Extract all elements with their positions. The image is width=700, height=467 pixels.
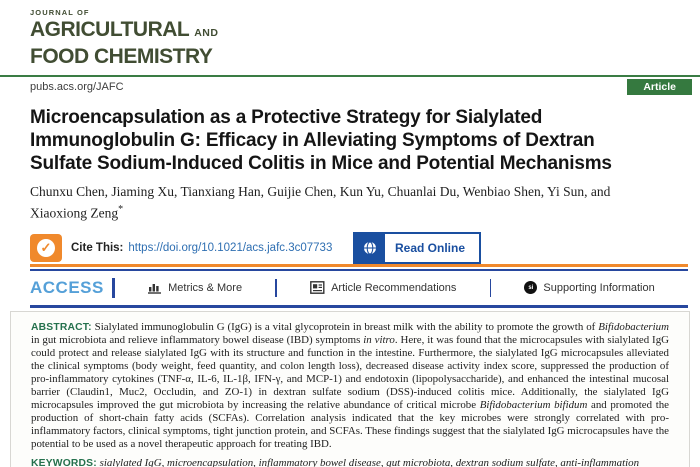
read-online-button[interactable]: Read Online <box>353 231 482 264</box>
access-top-rule <box>30 268 688 271</box>
abstract-paragraph: ABSTRACT: Sialylated immunoglobulin G (I… <box>31 321 669 451</box>
access-items: Metrics & More Article Recommendations s… <box>115 278 688 297</box>
url-row: pubs.acs.org/JAFC Article <box>0 77 700 97</box>
recommendations-label: Article Recommendations <box>331 281 457 294</box>
access-bottom-rule <box>30 304 688 308</box>
journal-name-line1: AGRICULTURAL AND <box>30 18 219 41</box>
access-bar: ACCESS Metrics & More <box>30 271 688 305</box>
supporting-information-icon: si <box>524 281 538 294</box>
corresponding-author-mark: * <box>118 204 124 215</box>
metrics-label: Metrics & More <box>168 281 243 294</box>
item-separator <box>489 278 492 297</box>
cite-bar: ✓ Cite This: https://doi.org/10.1021/acs… <box>30 231 688 264</box>
keywords-text: sialylated IgG, microencapsulation, infl… <box>99 456 640 467</box>
globe-icon <box>355 233 385 262</box>
article-type-badge: Article <box>627 79 692 95</box>
cite-underline <box>30 263 688 267</box>
article-recommendations-link[interactable]: Article Recommendations <box>310 281 456 294</box>
keywords-paragraph: KEYWORDS: sialylated IgG, microencapsula… <box>31 457 669 467</box>
cite-this-group: ✓ Cite This: https://doi.org/10.1021/acs… <box>30 232 353 264</box>
metrics-chart-icon <box>148 284 162 294</box>
cite-this-label: Cite This: <box>71 241 124 254</box>
metrics-and-more-link[interactable]: Metrics & More <box>148 281 242 294</box>
journal-url-link[interactable]: pubs.acs.org/JAFC <box>30 81 124 93</box>
journal-masthead: JOURNAL OF AGRICULTURAL AND FOOD CHEMIST… <box>0 0 700 69</box>
access-separator <box>111 277 115 298</box>
supporting-information-label: Supporting Information <box>543 281 655 294</box>
access-link[interactable]: ACCESS <box>30 277 104 297</box>
abstract-section: ABSTRACT: Sialylated immunoglobulin G (I… <box>10 310 690 467</box>
article-recommendations-icon <box>310 281 325 294</box>
supporting-information-link[interactable]: si Supporting Information <box>524 281 655 294</box>
author-list: Chunxu Chen, Jiaming Xu, Tianxiang Han, … <box>30 184 611 221</box>
masthead-divider <box>0 75 700 77</box>
abstract-body: Sialylated immunoglobulin G (IgG) is a v… <box>31 320 670 450</box>
journal-name-and: AND <box>194 27 219 39</box>
article-title: Microencapsulation as a Protective Strat… <box>30 107 612 174</box>
keywords-label: KEYWORDS: <box>31 457 97 467</box>
read-online-label: Read Online <box>395 240 466 255</box>
cite-check-icon: ✓ <box>30 233 62 262</box>
item-separator <box>275 278 277 297</box>
abstract-label: ABSTRACT: <box>31 321 92 333</box>
journal-kicker: JOURNAL OF <box>30 8 90 17</box>
journal-name-line2: FOOD CHEMISTRY <box>30 45 213 68</box>
doi-link[interactable]: https://doi.org/10.1021/acs.jafc.3c07733 <box>128 241 333 254</box>
